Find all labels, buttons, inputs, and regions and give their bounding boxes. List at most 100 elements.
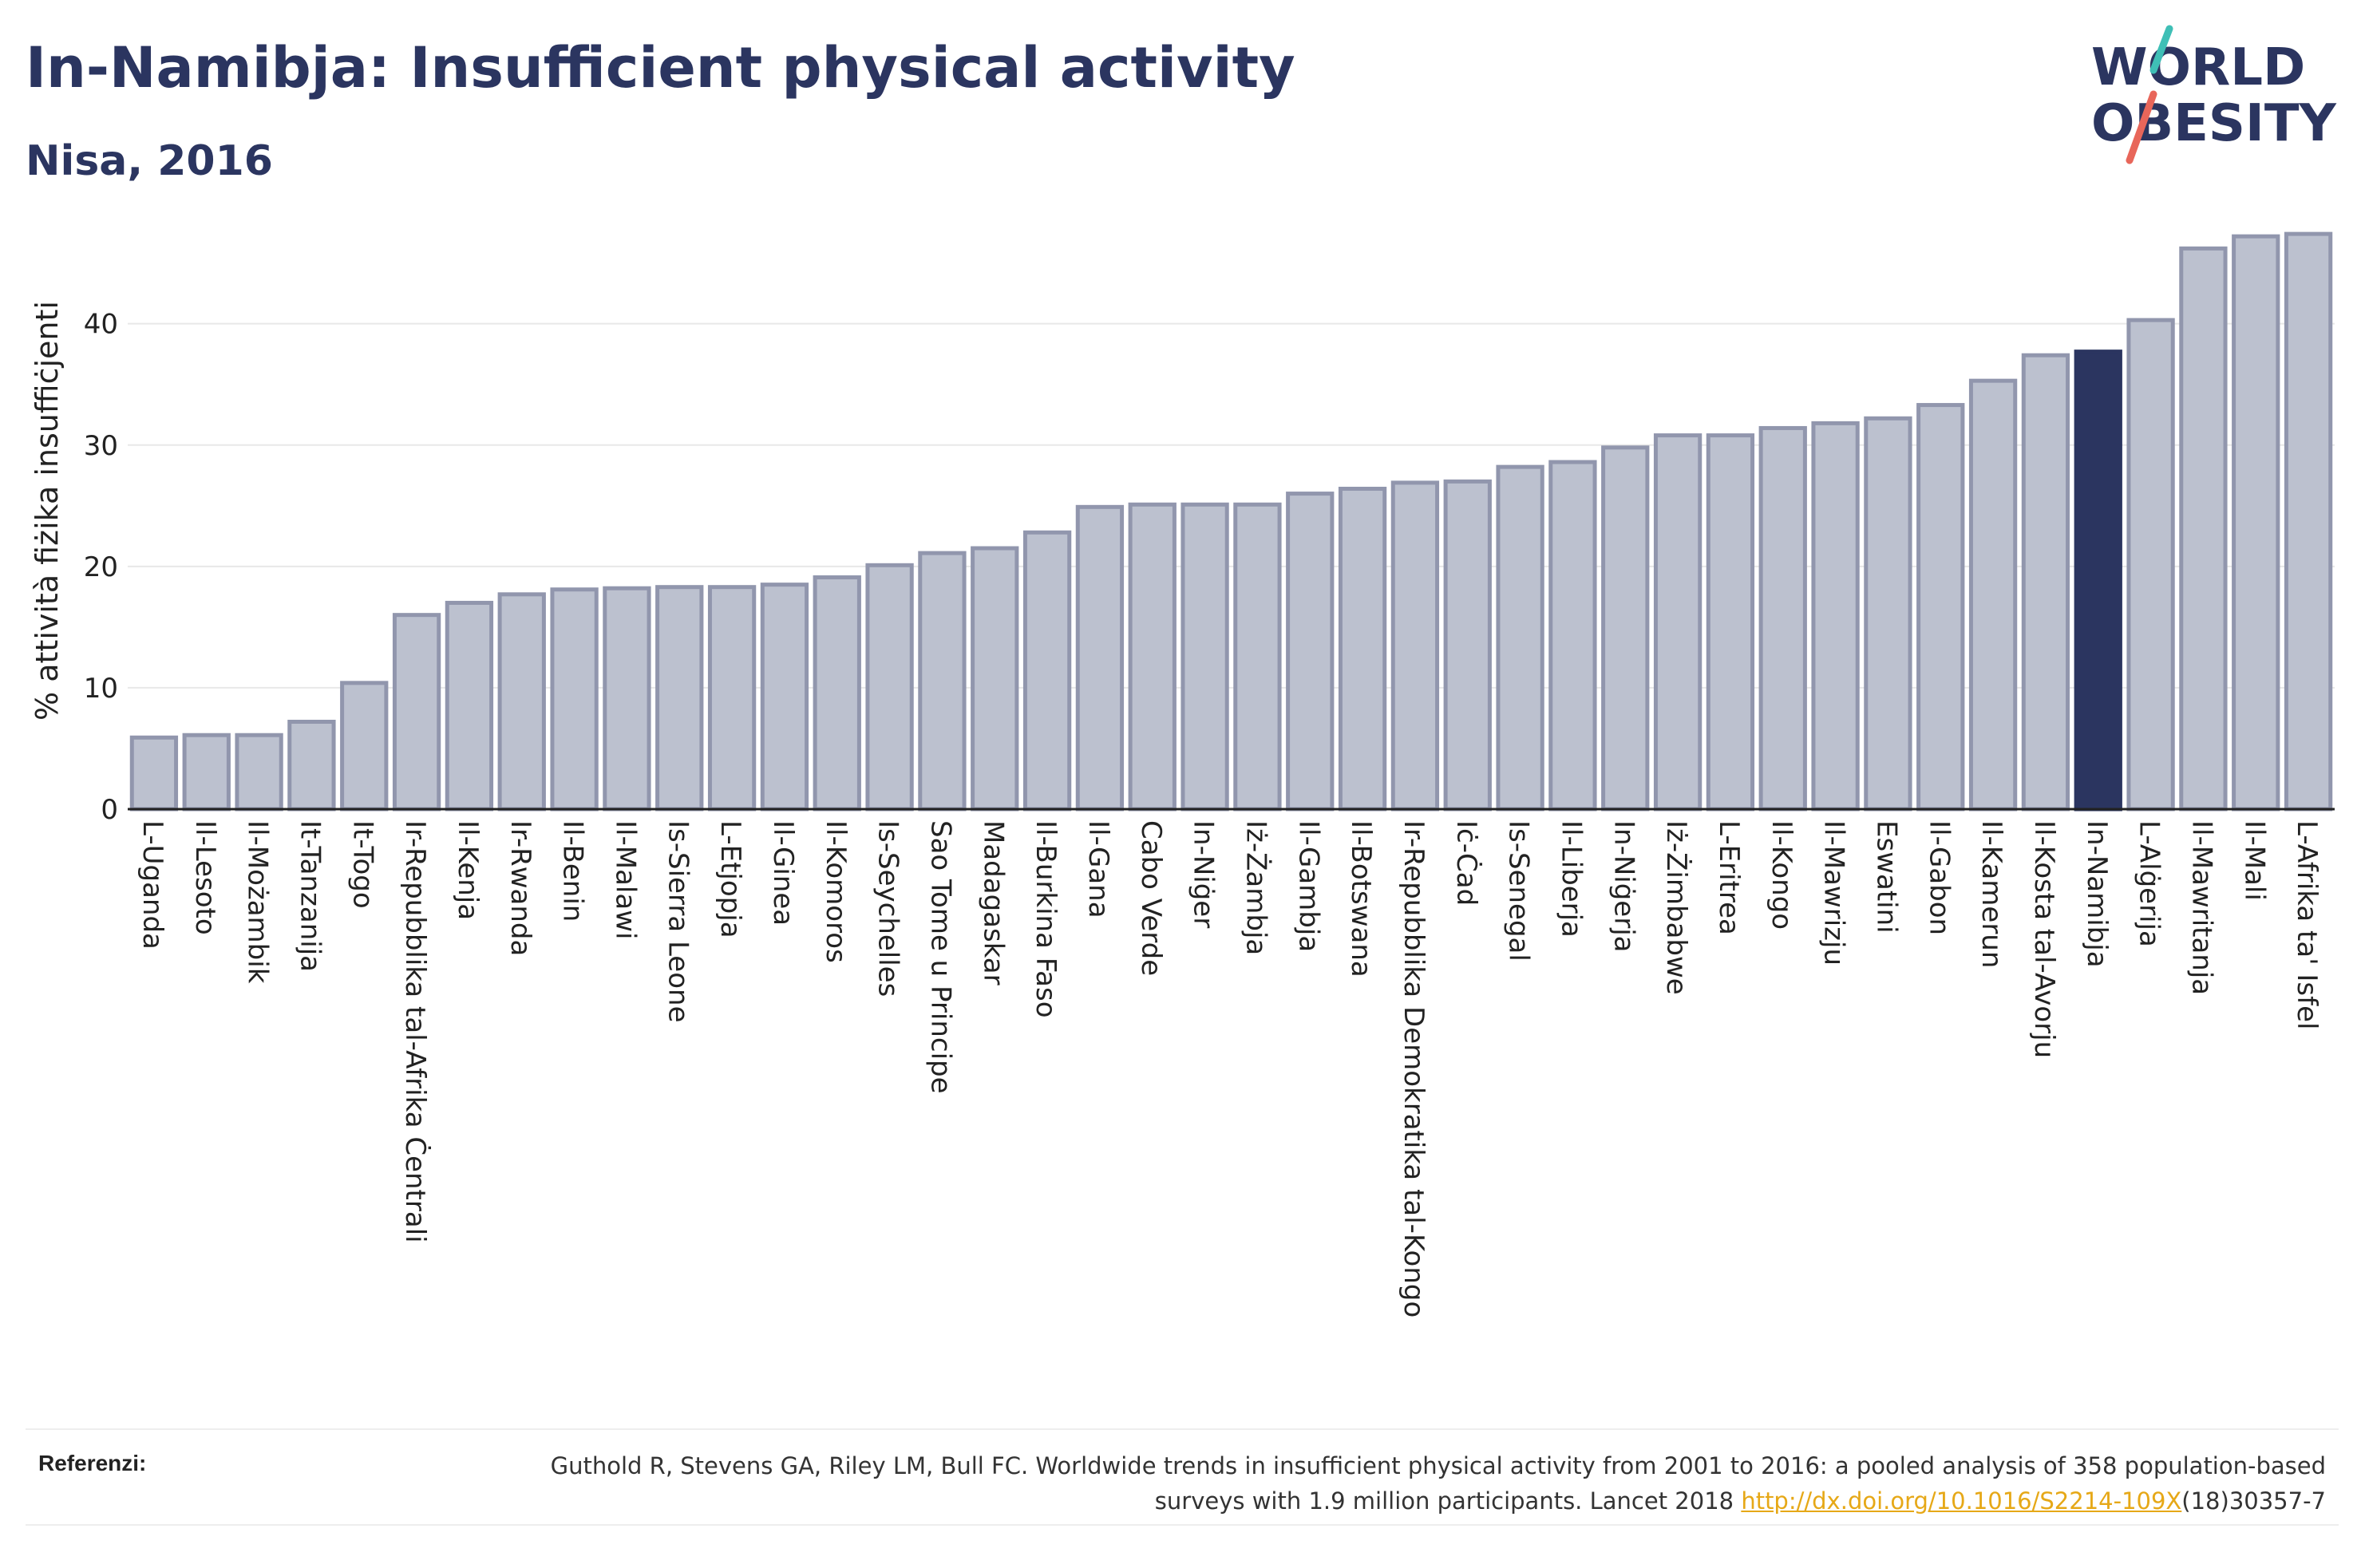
y-tick-label: 0 [101,794,118,826]
bar [1075,504,1125,812]
bar [1496,464,1544,812]
bar [1548,460,1597,812]
x-tick-label: Il-Lesoto [189,820,221,935]
x-tick-label: L-Etjopja [714,820,746,938]
x-tick-label: L-Uganda [136,820,168,950]
bar [1601,445,1650,812]
x-tick-label: Il-Botswana [1345,820,1377,978]
world-obesity-logo: WORLD OBESITY [2091,25,2336,164]
chart-subtitle: Nisa, 2016 [26,137,273,185]
x-tick-label: Il-Kenja [452,820,484,920]
x-tick-label: Il-Gana [1082,820,1114,918]
bar [1233,502,1282,812]
bar [2126,318,2175,812]
y-tick-label: 30 [84,430,118,462]
references-label: Referenzi: [38,1451,147,1475]
bar [1968,378,2018,812]
bar [1811,421,1860,812]
x-tick-label: Il-Burkina Faso [1030,820,1062,1018]
gridlines [128,322,2335,689]
bar [971,546,1019,812]
x-tick-label: Il-Benin [557,820,589,922]
bar [1443,479,1492,812]
x-tick-label: Il-Gambja [1292,820,1324,952]
footer-divider-bottom [26,1524,2339,1526]
x-tick-label: Is-Sierra Leone [662,820,694,1023]
x-tick-label: Il-Kosta tal-Avorju [2028,820,2060,1058]
bar [707,585,757,812]
logo-line1: WORLD [2091,38,2305,97]
bar [2021,353,2070,812]
x-tick-label: Il-Mawritanja [2185,820,2217,995]
bar [340,681,389,812]
x-tick-label: Il-Gabon [1923,820,1955,935]
x-tick-label: Is-Senegal [1503,820,1535,962]
bar [1180,502,1229,812]
y-axis-label: % attività fiżika insuffiċjenti [30,301,65,721]
axes: 0 10 20 30 40 L-Uganda Il-Lesoto Il-Możambik It-… [84,309,2335,1317]
bar [2179,246,2228,812]
x-tick-label: Il-Mawrizju [1818,820,1850,966]
x-tick-label: Cabo Verde [1135,820,1167,976]
x-tick-label: Ir-Repubblika Demokratika tal-Kongo [1398,820,1430,1317]
reference-doi-link[interactable]: http://dx.doi.org/10.1016/S2214-109X [1741,1487,2182,1515]
footer-divider-top [26,1428,2339,1430]
bar [2232,234,2280,812]
references-text: Guthold R, Stevens GA, Riley LM, Bull FC… [490,1448,2326,1519]
x-tick-label: Il-Malawi [609,820,641,939]
x-tick-label: In-Niġer [1188,820,1220,928]
x-tick-label: It-Tanzanija [294,820,326,972]
bar [1022,530,1072,812]
bar [129,735,179,812]
logo-slash-teal [2149,25,2173,74]
bar [1128,502,1177,812]
reference-citation: Guthold R, Stevens GA, Riley LM, Bull FC… [550,1452,2326,1515]
bar-highlighted [2074,350,2122,812]
x-tick-label: L-Alġerija [2134,820,2165,947]
x-tick-label: Iċ-Ċad [1450,820,1483,906]
bar [655,585,704,812]
x-tick-label: Ir-Repubblika tal-Afrika Ċentrali [399,820,432,1243]
x-tick-label: It-Togo [346,820,378,909]
x-tick-label: Il-Możambik [242,820,274,984]
bar-chart: 0 10 20 30 40 L-Uganda Il-Lesoto Il-Możambik It-… [30,231,2335,1317]
bar [497,592,546,812]
x-tick-label: Madagaskar [977,820,1009,985]
x-tick-label: Il-Ginea [767,820,799,926]
bar [182,733,231,812]
x-tick-label: Il-Komoros [820,820,852,963]
bar [813,575,861,812]
x-tick-label: In-Namibja [2081,820,2113,968]
x-tick-label: In-Niġerja [1608,820,1639,952]
logo-slash-red [2126,90,2157,164]
bar [2284,231,2333,812]
bar [235,733,283,812]
bar [445,600,494,812]
x-tick-label: Is-Seychelles [872,820,904,997]
bar [1916,403,1965,812]
bars [129,231,2333,812]
y-tick-label: 10 [84,673,118,705]
bar [918,551,967,812]
bar [1653,433,1703,812]
bar [1338,487,1387,812]
bar [1706,433,1755,812]
x-tick-label: Sao Tome u Principe [924,820,956,1094]
bar [550,587,599,812]
x-tick-label: L-Eritrea [1713,820,1745,935]
bar [1864,416,1912,812]
chart-title: In-Namibja: Insufficient physical activi… [26,35,1295,101]
x-tick-label: Il-Kamerun [1975,820,2007,968]
y-tick-label: 40 [84,309,118,341]
x-tick-label: Iż-Żimbabwe [1660,820,1692,995]
bar [865,563,914,812]
bar [287,720,336,812]
bar [1390,480,1440,812]
bar [760,583,809,812]
bar [392,613,441,812]
bar [603,586,651,812]
bar [1286,492,1335,812]
bar [1758,425,1807,812]
x-tick-label: Eswatini [1870,820,1902,934]
x-tick-label: Il-Mali [2238,820,2270,901]
